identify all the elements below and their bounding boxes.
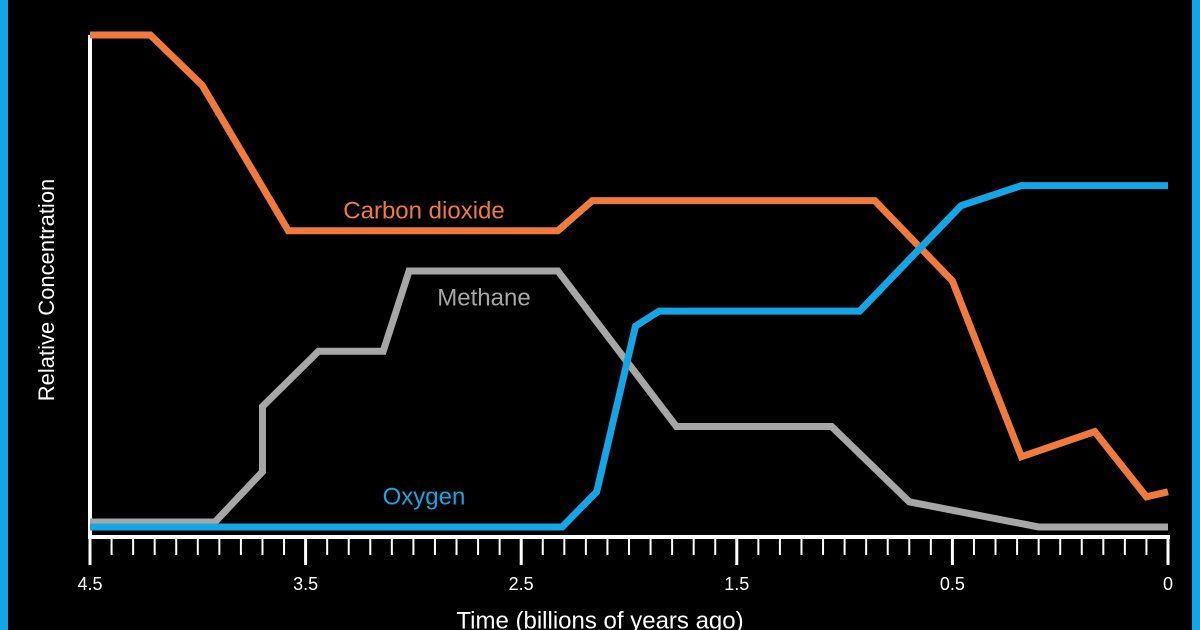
frame-right (1192, 0, 1200, 630)
x-axis-title: Time (billions of years ago) (456, 607, 743, 630)
x-tick-label: 2.5 (509, 574, 534, 594)
x-tick-label: 0 (1163, 574, 1173, 594)
x-tick-label: 4.5 (77, 574, 102, 594)
y-axis-title: Relative Concentration (34, 179, 59, 402)
data-line (90, 31, 1169, 501)
data-line (90, 182, 1168, 531)
frame-left (0, 0, 8, 630)
x-tick-label: 0.5 (940, 574, 965, 594)
x-tick-label: 1.5 (724, 574, 749, 594)
series-label: Oxygen (383, 483, 466, 510)
x-tick-label: 3.5 (293, 574, 318, 594)
series-label: Methane (437, 284, 530, 311)
data-line (90, 267, 1168, 531)
series-label: Carbon dioxide (343, 197, 504, 224)
